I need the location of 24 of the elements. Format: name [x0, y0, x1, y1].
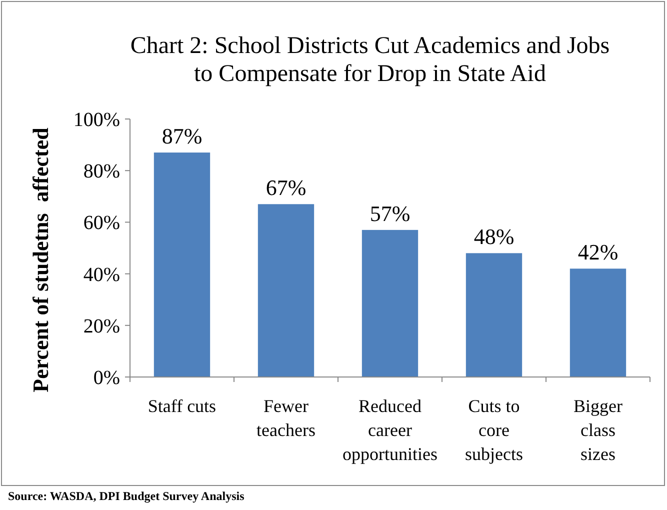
data-label: 67% — [266, 175, 306, 200]
chart-title: Chart 2: School Districts Cut Academics and Jobs to Compensate for Drop in State Aid — [130, 33, 610, 87]
x-tick-label: Bigger class sizes — [574, 396, 622, 464]
y-tick-label: 80% — [83, 160, 120, 183]
y-tick-label: 0% — [93, 367, 120, 389]
data-label: 57% — [370, 200, 410, 226]
bar — [362, 230, 418, 377]
data-label: 42% — [578, 240, 618, 265]
data-label: 48% — [474, 224, 514, 250]
y-tick-label: 20% — [83, 315, 120, 338]
source-note: Source: WASDA, DPI Budget Survey Analysis — [8, 489, 245, 503]
y-tick-label: 100% — [73, 109, 120, 131]
bar — [570, 268, 626, 377]
data-label: 87% — [162, 124, 202, 149]
x-tick-label: Staff cuts — [148, 396, 216, 416]
x-tick-label: Reduced career opportunities — [342, 396, 438, 464]
bar — [258, 204, 314, 377]
y-tick-label: 60% — [83, 212, 120, 234]
y-axis-title: Percent of studetns affected — [28, 128, 53, 392]
x-tick-label: Fewer teachers — [256, 396, 316, 440]
x-tick-label: Cuts to core subjects — [465, 396, 523, 464]
bar — [154, 152, 210, 377]
y-tick-label: 40% — [83, 264, 120, 286]
bar — [466, 253, 522, 377]
